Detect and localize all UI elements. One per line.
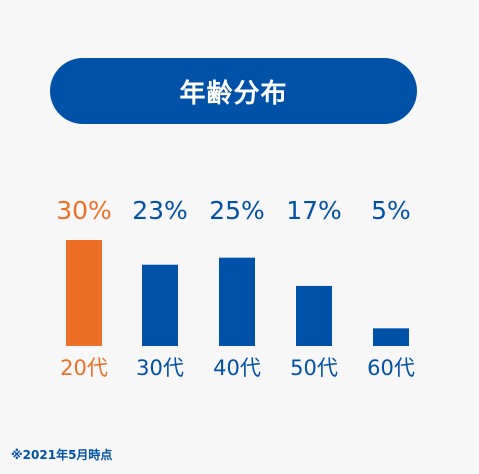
value-label: 25%: [209, 196, 265, 225]
bar-20代: [66, 240, 102, 346]
bar-30代: [142, 264, 178, 346]
page-title: 年齢分布: [179, 78, 288, 109]
title-pill: 年齢分布: [50, 58, 417, 124]
value-label: 30%: [56, 196, 112, 225]
value-label: 17%: [286, 196, 342, 225]
category-label: 30代: [136, 356, 184, 380]
bar-60代: [373, 328, 409, 346]
footnote: ※2021年5月時点: [11, 448, 113, 462]
bar-40代: [219, 257, 255, 346]
category-label: 60代: [367, 356, 415, 380]
value-label: 23%: [132, 196, 188, 225]
value-label: 5%: [371, 196, 411, 225]
category-label: 50代: [290, 356, 338, 380]
category-label: 20代: [60, 356, 108, 380]
bar-50代: [296, 285, 332, 346]
category-label: 40代: [213, 356, 261, 380]
